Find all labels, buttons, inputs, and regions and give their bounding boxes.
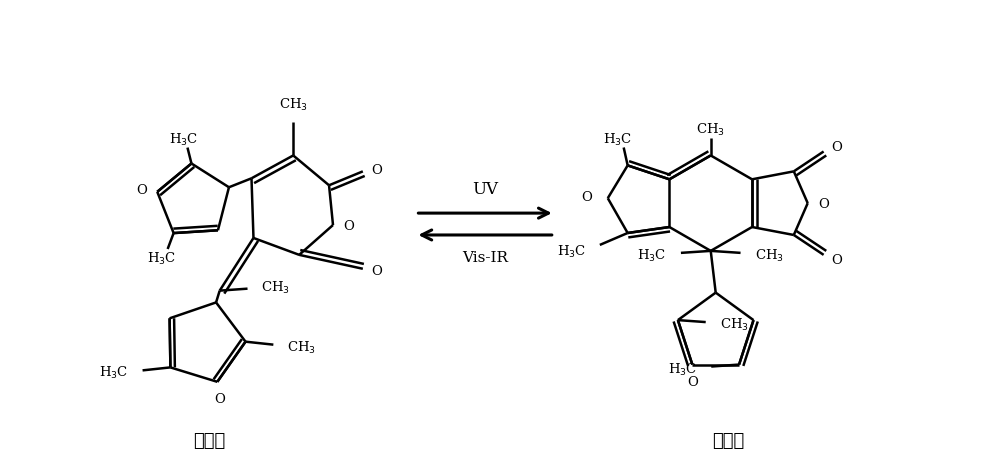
Text: UV: UV	[472, 181, 498, 197]
Text: O: O	[343, 219, 354, 232]
Text: O: O	[831, 141, 842, 154]
Text: H$_3$C: H$_3$C	[147, 250, 176, 266]
Text: CH$_3$: CH$_3$	[755, 247, 784, 263]
Text: CH$_3$: CH$_3$	[720, 316, 749, 332]
Text: H$_3$C: H$_3$C	[637, 247, 666, 263]
Text: CH$_3$: CH$_3$	[287, 339, 316, 355]
Text: 闭环体: 闭环体	[712, 431, 745, 449]
Text: H$_3$C: H$_3$C	[169, 131, 198, 147]
Text: H$_3$C: H$_3$C	[99, 364, 129, 381]
Text: O: O	[136, 184, 147, 197]
Text: CH$_3$: CH$_3$	[279, 96, 308, 113]
Text: H$_3$C: H$_3$C	[668, 361, 697, 377]
Text: O: O	[687, 375, 698, 388]
Text: CH$_3$: CH$_3$	[696, 121, 725, 138]
Text: O: O	[371, 163, 382, 176]
Text: H$_3$C: H$_3$C	[603, 131, 632, 147]
Text: Vis-IR: Vis-IR	[462, 250, 508, 264]
Text: O: O	[214, 392, 225, 405]
Text: H$_3$C: H$_3$C	[557, 243, 586, 259]
Text: O: O	[818, 197, 829, 210]
Text: O: O	[831, 254, 842, 267]
Text: O: O	[371, 265, 382, 278]
Text: CH$_3$: CH$_3$	[261, 279, 290, 295]
Text: O: O	[581, 190, 592, 203]
Text: 开环体: 开环体	[194, 431, 226, 449]
